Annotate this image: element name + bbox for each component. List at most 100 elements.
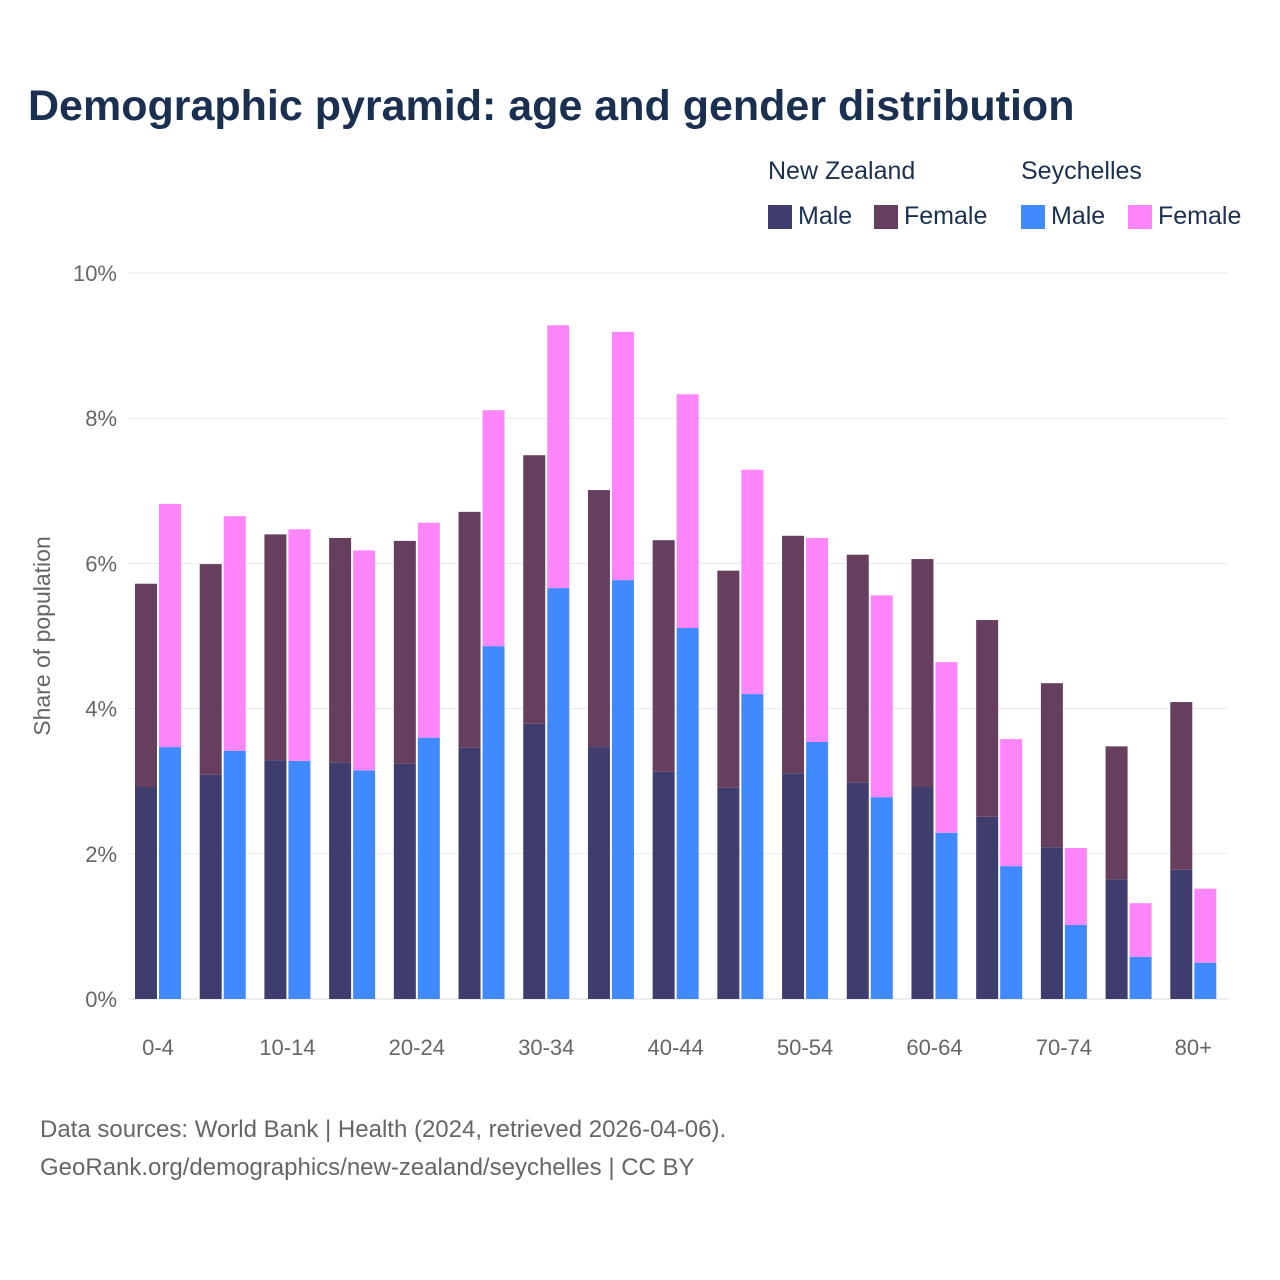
bar-seychelles-female-75-79[interactable]: [1129, 903, 1152, 957]
bar-nz-female-70-74[interactable]: [1040, 683, 1063, 848]
y-tick-label: 8%: [85, 406, 117, 431]
bar-nz-male-75-79[interactable]: [1105, 879, 1128, 999]
bar-nz-male-55-59[interactable]: [846, 782, 869, 999]
bar-seychelles-female-5-9[interactable]: [223, 516, 246, 751]
legend-swatch: [874, 204, 898, 229]
bar-nz-male-0-4[interactable]: [135, 787, 157, 999]
bar-seychelles-female-55-59[interactable]: [870, 595, 893, 798]
legend-nz-male[interactable]: Male: [768, 202, 852, 231]
x-tick-label: 40-44: [648, 1035, 704, 1060]
bar-seychelles-male-45-49[interactable]: [741, 694, 764, 999]
bar-seychelles-female-30-34[interactable]: [547, 325, 570, 589]
bar-nz-female-25-29[interactable]: [458, 511, 481, 748]
bar-seychelles-female-0-4[interactable]: [159, 503, 181, 748]
bar-seychelles-female-70-74[interactable]: [1064, 847, 1087, 925]
bar-nz-male-25-29[interactable]: [458, 747, 481, 999]
bar-seychelles-male-40-44[interactable]: [676, 628, 699, 999]
bar-nz-female-80+[interactable]: [1170, 702, 1193, 870]
bar-seychelles-male-30-34[interactable]: [547, 588, 570, 999]
footer-attribution: GeoRank.org/demographics/new-zealand/sey…: [40, 1154, 695, 1181]
y-axis-label: Share of population: [29, 536, 55, 736]
bar-nz-female-20-24[interactable]: [393, 540, 416, 764]
bar-nz-male-35-39[interactable]: [587, 747, 610, 999]
bar-seychelles-female-45-49[interactable]: [741, 469, 764, 695]
bar-seychelles-female-65-69[interactable]: [1000, 739, 1023, 867]
legend-sey-female[interactable]: Female: [1128, 202, 1241, 231]
bar-seychelles-female-20-24[interactable]: [417, 522, 440, 738]
bar-seychelles-female-25-29[interactable]: [482, 410, 505, 647]
legend-swatch: [1128, 204, 1152, 229]
bar-nz-male-80+[interactable]: [1170, 869, 1193, 999]
bar-nz-female-45-49[interactable]: [717, 570, 740, 788]
bar-nz-male-70-74[interactable]: [1040, 847, 1063, 999]
bar-nz-male-50-54[interactable]: [782, 773, 805, 999]
x-tick-label: 30-34: [518, 1035, 574, 1060]
legend-group-new-zealand: New Zealand: [768, 157, 916, 185]
bar-seychelles-male-0-4[interactable]: [159, 747, 181, 999]
bar-nz-female-5-9[interactable]: [199, 564, 222, 775]
legend-sey-male[interactable]: Male: [1021, 202, 1105, 231]
bar-seychelles-female-80+[interactable]: [1194, 888, 1217, 963]
x-tick-label: 50-54: [777, 1035, 833, 1060]
bar-seychelles-male-80+[interactable]: [1194, 962, 1217, 999]
bar-nz-female-75-79[interactable]: [1105, 746, 1128, 880]
legend-label: Female: [904, 202, 988, 230]
bar-seychelles-male-50-54[interactable]: [806, 741, 829, 999]
bar-seychelles-male-60-64[interactable]: [935, 832, 958, 999]
bar-seychelles-female-60-64[interactable]: [935, 662, 958, 833]
bar-nz-female-10-14[interactable]: [264, 534, 287, 761]
bar-seychelles-male-25-29[interactable]: [482, 646, 505, 999]
x-tick-label: 70-74: [1036, 1035, 1092, 1060]
legend-label: Female: [1158, 202, 1242, 230]
x-tick-label: 80+: [1175, 1035, 1212, 1060]
bar-seychelles-male-20-24[interactable]: [417, 737, 440, 999]
x-tick-label: 60-64: [906, 1035, 962, 1060]
legend-group-seychelles: Seychelles: [1021, 157, 1142, 185]
y-tick-label: 10%: [73, 261, 117, 286]
bar-nz-male-20-24[interactable]: [393, 763, 416, 999]
bar-nz-male-40-44[interactable]: [652, 771, 675, 999]
legend-swatch: [1021, 204, 1045, 229]
bar-nz-male-45-49[interactable]: [717, 787, 740, 999]
bar-seychelles-female-50-54[interactable]: [806, 537, 829, 742]
bar-nz-male-65-69[interactable]: [976, 816, 999, 999]
bar-seychelles-male-15-19[interactable]: [353, 770, 376, 999]
bar-seychelles-female-10-14[interactable]: [288, 529, 311, 761]
x-tick-label: 20-24: [389, 1035, 445, 1060]
bar-nz-male-60-64[interactable]: [911, 787, 934, 999]
bar-nz-female-65-69[interactable]: [976, 620, 999, 817]
bar-nz-female-35-39[interactable]: [587, 490, 610, 748]
bar-seychelles-male-55-59[interactable]: [870, 797, 893, 999]
bar-seychelles-male-35-39[interactable]: [611, 580, 634, 999]
bar-nz-male-15-19[interactable]: [329, 762, 352, 999]
bar-seychelles-female-35-39[interactable]: [611, 331, 634, 581]
bar-seychelles-male-5-9[interactable]: [223, 750, 246, 999]
bar-nz-male-5-9[interactable]: [199, 774, 222, 999]
y-tick-label: 6%: [85, 551, 117, 576]
legend-label: Male: [798, 202, 853, 230]
bar-seychelles-female-40-44[interactable]: [676, 394, 699, 629]
legend-swatch: [768, 204, 792, 229]
bar-seychelles-female-15-19[interactable]: [353, 550, 376, 771]
y-tick-label: 4%: [85, 697, 117, 722]
bar-nz-female-50-54[interactable]: [782, 535, 805, 774]
bar-nz-female-30-34[interactable]: [523, 455, 546, 724]
bar-nz-female-40-44[interactable]: [652, 540, 675, 772]
footer-sources: Data sources: World Bank | Health (2024,…: [40, 1116, 727, 1143]
bar-nz-female-60-64[interactable]: [911, 559, 934, 788]
chart-title: Demographic pyramid: age and gender dist…: [28, 82, 1075, 130]
bar-nz-male-30-34[interactable]: [523, 723, 546, 999]
x-tick-label: 0-4: [142, 1035, 174, 1060]
bar-nz-female-55-59[interactable]: [846, 554, 869, 783]
bar-seychelles-male-65-69[interactable]: [1000, 866, 1023, 999]
bar-seychelles-male-10-14[interactable]: [288, 760, 311, 999]
bar-seychelles-male-70-74[interactable]: [1064, 924, 1087, 999]
bar-seychelles-male-75-79[interactable]: [1129, 956, 1152, 999]
bar-nz-female-15-19[interactable]: [329, 537, 352, 763]
legend-nz-female[interactable]: Female: [874, 202, 987, 231]
bar-nz-female-0-4[interactable]: [135, 583, 157, 788]
bar-nz-male-10-14[interactable]: [264, 760, 287, 999]
y-tick-label: 2%: [85, 842, 117, 867]
